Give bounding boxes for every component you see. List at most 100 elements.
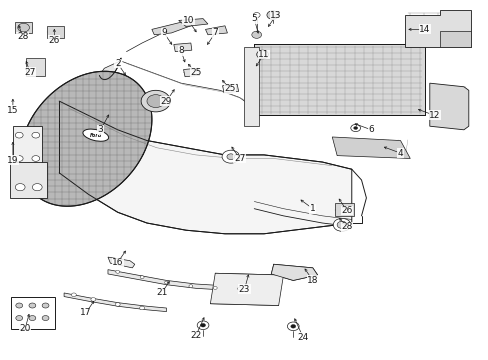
Text: 5: 5 bbox=[251, 14, 257, 23]
Text: 18: 18 bbox=[306, 276, 318, 285]
Circle shape bbox=[266, 11, 278, 19]
Text: 28: 28 bbox=[17, 32, 28, 41]
Circle shape bbox=[32, 132, 40, 138]
Text: 27: 27 bbox=[24, 68, 36, 77]
Polygon shape bbox=[152, 22, 190, 35]
Circle shape bbox=[287, 322, 299, 330]
Text: 28: 28 bbox=[341, 222, 352, 231]
Text: 29: 29 bbox=[161, 96, 172, 105]
Text: 3: 3 bbox=[98, 125, 103, 134]
Text: 20: 20 bbox=[20, 324, 31, 333]
Polygon shape bbox=[59, 101, 351, 234]
Circle shape bbox=[237, 287, 241, 290]
Circle shape bbox=[15, 132, 23, 138]
Text: 25: 25 bbox=[190, 68, 201, 77]
Circle shape bbox=[197, 321, 208, 329]
Polygon shape bbox=[47, 26, 64, 39]
Circle shape bbox=[29, 303, 36, 308]
Polygon shape bbox=[334, 203, 353, 216]
Ellipse shape bbox=[83, 129, 108, 141]
Text: 10: 10 bbox=[183, 16, 194, 25]
Circle shape bbox=[251, 31, 261, 39]
Polygon shape bbox=[178, 19, 207, 27]
Circle shape bbox=[42, 316, 49, 320]
Circle shape bbox=[16, 303, 22, 308]
Polygon shape bbox=[331, 137, 409, 158]
Text: 13: 13 bbox=[270, 10, 282, 19]
Polygon shape bbox=[405, 10, 470, 47]
Text: Ford: Ford bbox=[89, 133, 102, 138]
Text: 27: 27 bbox=[233, 154, 245, 163]
Polygon shape bbox=[26, 58, 44, 76]
Circle shape bbox=[115, 303, 120, 306]
Circle shape bbox=[200, 323, 205, 327]
Bar bbox=[13, 126, 42, 169]
Text: 26: 26 bbox=[341, 206, 352, 215]
Circle shape bbox=[353, 127, 357, 130]
Polygon shape bbox=[108, 257, 135, 268]
Polygon shape bbox=[210, 273, 283, 306]
Circle shape bbox=[213, 287, 217, 289]
Polygon shape bbox=[20, 71, 152, 206]
Text: 23: 23 bbox=[238, 285, 250, 294]
Text: 15: 15 bbox=[7, 105, 19, 114]
Circle shape bbox=[15, 184, 25, 191]
Text: 26: 26 bbox=[48, 36, 60, 45]
Text: 6: 6 bbox=[367, 125, 373, 134]
Polygon shape bbox=[173, 43, 191, 51]
Circle shape bbox=[140, 306, 144, 310]
Polygon shape bbox=[205, 26, 227, 35]
Text: 9: 9 bbox=[161, 28, 166, 37]
Circle shape bbox=[15, 156, 23, 161]
Text: 25: 25 bbox=[224, 84, 235, 93]
Circle shape bbox=[32, 184, 42, 191]
Circle shape bbox=[256, 50, 268, 59]
Text: 21: 21 bbox=[156, 288, 167, 297]
Circle shape bbox=[141, 90, 170, 112]
Circle shape bbox=[147, 95, 164, 108]
Circle shape bbox=[116, 270, 120, 273]
Circle shape bbox=[222, 150, 239, 163]
Circle shape bbox=[332, 219, 350, 231]
Circle shape bbox=[71, 293, 76, 297]
Text: 4: 4 bbox=[397, 149, 403, 158]
Polygon shape bbox=[254, 44, 424, 116]
Polygon shape bbox=[99, 58, 121, 80]
Text: 7: 7 bbox=[212, 28, 218, 37]
Text: 11: 11 bbox=[258, 50, 269, 59]
Bar bbox=[11, 297, 55, 329]
Text: 16: 16 bbox=[112, 258, 123, 267]
Text: 24: 24 bbox=[297, 333, 308, 342]
Polygon shape bbox=[244, 47, 259, 126]
Text: 12: 12 bbox=[428, 111, 440, 120]
Circle shape bbox=[188, 285, 192, 288]
Polygon shape bbox=[429, 83, 468, 130]
Polygon shape bbox=[108, 270, 249, 291]
Text: 19: 19 bbox=[7, 156, 19, 165]
Circle shape bbox=[290, 324, 295, 328]
Circle shape bbox=[91, 298, 96, 301]
Text: 14: 14 bbox=[418, 25, 430, 34]
Polygon shape bbox=[439, 31, 470, 47]
Circle shape bbox=[350, 125, 360, 132]
Circle shape bbox=[16, 316, 22, 320]
Circle shape bbox=[29, 316, 36, 320]
Polygon shape bbox=[15, 22, 32, 33]
Text: 1: 1 bbox=[309, 204, 315, 213]
Text: 22: 22 bbox=[190, 332, 201, 341]
Text: 2: 2 bbox=[115, 59, 120, 68]
Polygon shape bbox=[183, 68, 199, 77]
Text: 8: 8 bbox=[178, 46, 183, 55]
Polygon shape bbox=[222, 84, 238, 93]
Circle shape bbox=[42, 303, 49, 308]
Bar bbox=[10, 162, 47, 198]
Text: 17: 17 bbox=[80, 308, 92, 317]
Circle shape bbox=[140, 276, 144, 279]
Circle shape bbox=[336, 221, 346, 228]
Circle shape bbox=[253, 13, 260, 18]
Circle shape bbox=[32, 156, 40, 161]
Circle shape bbox=[18, 23, 29, 32]
Circle shape bbox=[164, 281, 168, 284]
Polygon shape bbox=[64, 293, 166, 312]
Circle shape bbox=[226, 154, 234, 159]
